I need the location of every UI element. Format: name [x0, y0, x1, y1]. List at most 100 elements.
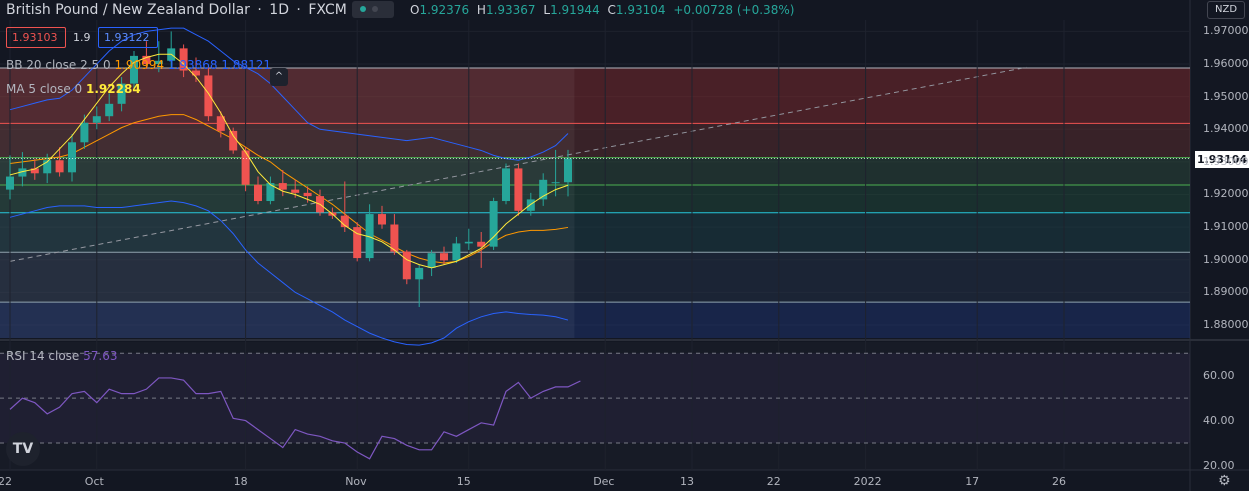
candle-body	[278, 183, 287, 190]
candle-body	[551, 182, 560, 184]
fib-zone	[0, 67, 1190, 124]
fib-zone	[0, 185, 1190, 213]
bb-basis-line	[9, 114, 569, 264]
fib-zone-highlight	[0, 157, 575, 186]
fib-zone	[0, 212, 1190, 253]
time-tick-label: Oct	[84, 475, 104, 488]
candle-body	[216, 116, 225, 131]
rsi-tick-label: 60.00	[1203, 368, 1235, 382]
fib-zone-highlight	[0, 123, 575, 158]
candle-body	[117, 83, 126, 104]
candle-body	[105, 103, 114, 117]
fib-zone	[0, 252, 1190, 303]
ma-value: 1.92284	[86, 82, 141, 96]
rsi-legend[interactable]: RSI 14 close 57.63	[6, 349, 118, 363]
time-tick-label: Dec	[593, 475, 615, 488]
candle-body	[564, 158, 572, 183]
buy-button[interactable]: 1.93122	[98, 27, 158, 48]
candle-body	[353, 227, 362, 259]
candle-body	[514, 168, 523, 211]
rsi-tick-label: 40.00	[1203, 413, 1235, 427]
candle-body	[266, 183, 275, 202]
candle-body	[154, 60, 163, 65]
fib-zone-highlight	[0, 252, 575, 303]
bb-legend[interactable]: BB 20 close 2.5 0 1.90994 1.93868 1.8812…	[6, 58, 271, 72]
price-tick-label: 1.90000	[1203, 252, 1249, 266]
close-value: 1.93104	[615, 3, 666, 17]
candle-body	[365, 214, 374, 259]
time-tick-label: 22	[766, 475, 781, 488]
spread-value: 1.9	[73, 31, 91, 44]
price-tick-label: 1.97000	[1203, 24, 1249, 38]
candle-body	[229, 130, 238, 151]
high-value: 1.93367	[485, 3, 536, 17]
market-open-dot-icon	[360, 6, 366, 12]
candle-body	[241, 150, 250, 185]
candle-body	[489, 201, 498, 247]
currency-button[interactable]: NZD	[1207, 1, 1245, 19]
status-dot-icon	[372, 6, 378, 12]
bb-basis-value: 1.90994	[114, 58, 165, 72]
tradingview-logo-icon[interactable]: TV	[6, 432, 40, 466]
price-tick-label: 1.95000	[1203, 89, 1249, 103]
low-value: 1.91944	[550, 3, 600, 17]
time-tick-label: 2022	[853, 475, 882, 488]
time-tick-label: 17	[965, 475, 980, 488]
time-tick-label: 26	[1052, 475, 1066, 488]
bb-lower-line	[9, 200, 569, 346]
candle-body	[68, 142, 76, 173]
fib-zone	[0, 123, 1190, 158]
rsi-tick-label: 20.00	[1203, 458, 1235, 472]
candle-body	[254, 184, 262, 202]
rsi-line	[9, 377, 581, 460]
candle-body	[415, 267, 424, 280]
price-tick-label: 1.93000	[1203, 154, 1249, 168]
candle-body	[18, 168, 27, 177]
fib-zone	[0, 302, 1190, 338]
candle-body	[539, 179, 548, 200]
ma5-line	[9, 53, 569, 269]
candle-body	[427, 253, 436, 268]
candle-body	[378, 214, 386, 225]
exchange-label: FXCM	[308, 2, 347, 18]
rsi-value: 57.63	[83, 349, 118, 363]
time-tick-label: 13	[680, 475, 694, 488]
candle-body	[179, 48, 188, 71]
time-tick-label: Nov	[345, 475, 367, 488]
time-tick-label: 15	[456, 475, 471, 488]
candle-body	[204, 75, 213, 117]
fib-zone-highlight	[0, 212, 575, 253]
bb-upper-value: 1.93868	[167, 58, 218, 72]
settings-gear-icon[interactable]: ⚙	[1218, 473, 1231, 489]
candle-body	[30, 168, 39, 174]
price-tick-label: 1.89000	[1203, 285, 1249, 299]
interval-label[interactable]: 1D	[269, 2, 289, 18]
price-tick-label: 1.92000	[1203, 187, 1249, 201]
change-value: +0.00728 (+0.38%)	[673, 3, 795, 17]
candle-body	[502, 168, 510, 202]
current-price-tag: 1.93104	[1195, 151, 1249, 168]
price-tick-label: 1.91000	[1203, 220, 1249, 234]
time-tick-label: 22	[0, 475, 12, 488]
ohlc-readout: O1.92376 H1.93367 L1.91944 C1.93104 +0.0…	[410, 3, 795, 17]
rsi-pane	[0, 342, 1190, 470]
market-status-toggle[interactable]	[352, 1, 394, 18]
candle-body	[142, 55, 151, 65]
ma-legend[interactable]: MA 5 close 0 1.92284	[6, 82, 141, 96]
chart-header: British Pound / New Zealand Dollar · 1D …	[6, 2, 347, 18]
bb-lower-value: 1.88121	[221, 58, 271, 72]
candle-body	[291, 189, 300, 193]
candle-body	[192, 70, 200, 76]
candle-body	[452, 243, 461, 261]
candle-body	[6, 176, 14, 190]
collapse-legend-chevron-icon[interactable]: ^	[270, 68, 288, 86]
price-tick-label: 1.94000	[1203, 122, 1249, 136]
candle-body	[340, 215, 349, 228]
fib-zone	[0, 157, 1190, 186]
candle-body	[477, 241, 486, 247]
candle-body	[390, 224, 399, 252]
symbol-name[interactable]: British Pound / New Zealand Dollar	[6, 2, 250, 18]
sell-button[interactable]: 1.93103	[6, 27, 66, 48]
candle-body	[55, 160, 64, 173]
